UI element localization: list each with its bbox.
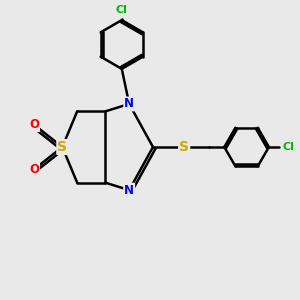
Text: Cl: Cl	[282, 142, 294, 152]
Text: N: N	[124, 98, 134, 110]
Text: Cl: Cl	[116, 5, 128, 15]
Text: O: O	[29, 163, 39, 176]
Text: N: N	[124, 184, 134, 196]
Text: O: O	[29, 118, 39, 131]
Text: S: S	[179, 140, 189, 154]
Text: S: S	[57, 140, 67, 154]
